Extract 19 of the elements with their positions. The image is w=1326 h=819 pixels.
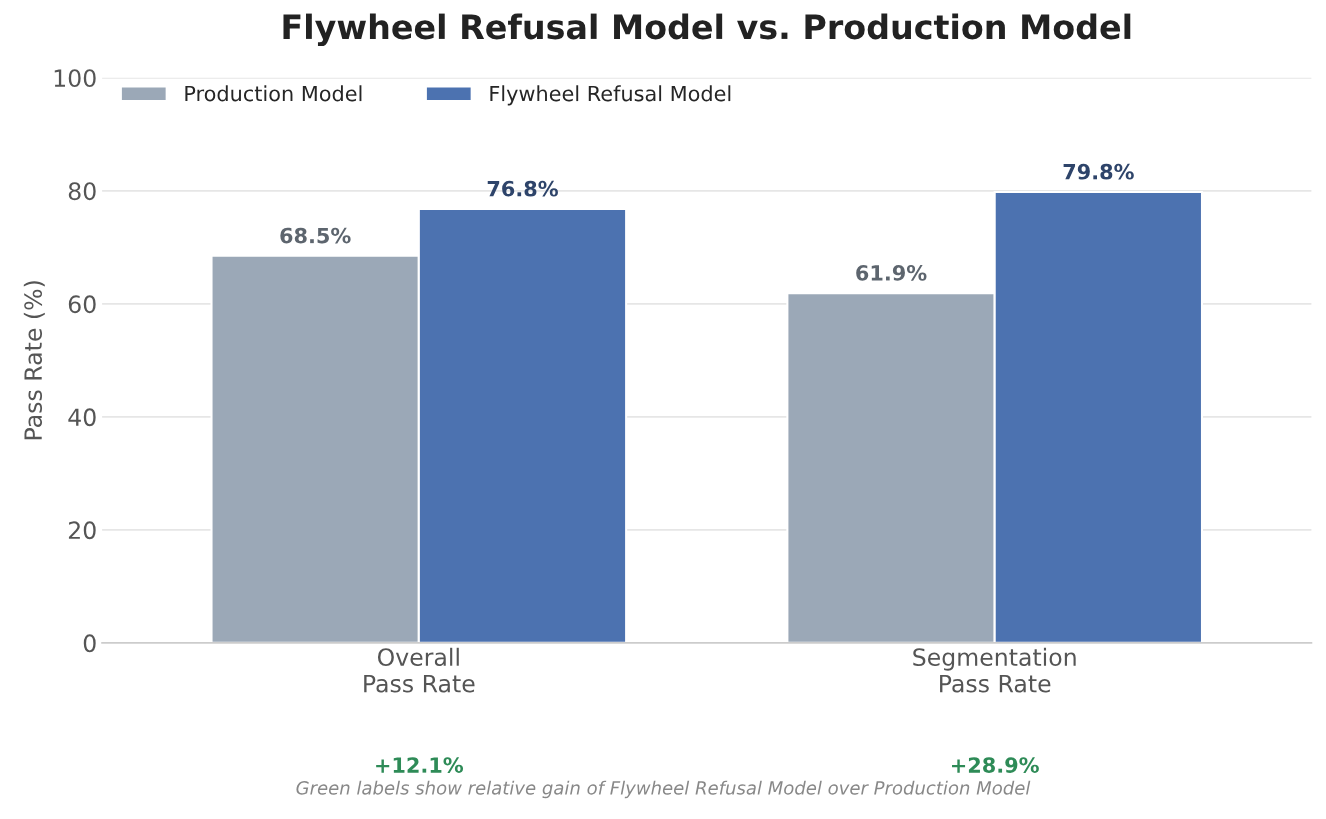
y-tick-label: 60 (68, 295, 96, 314)
text: +28.9% (952, 757, 1039, 773)
x-tick-label: Overall Pass Rate (364, 647, 475, 693)
y-tick-label: 20 (68, 521, 96, 540)
data-label: 68.5% (280, 227, 351, 244)
text: +12.1% (376, 757, 464, 773)
x-tick-label: Segmentation Pass Rate (913, 647, 1076, 693)
y-tick-label: 40 (68, 408, 96, 427)
y-axis-title: Pass Rate (%) (23, 281, 45, 440)
data-label: 61.9% (856, 264, 927, 281)
chart-title: Flywheel Refusal Model vs. Production Model (283, 13, 1131, 47)
text: Green labels show relative gain of Flywheel Refusal Model over Production Model (296, 780, 1031, 799)
legend-label: Flywheel Refusal Model (490, 85, 731, 106)
y-tick-label: 100 (54, 69, 96, 88)
data-label: 79.8% (1063, 163, 1134, 180)
legend-label: Production Model (185, 85, 362, 102)
data-label: 76.8% (487, 180, 558, 197)
y-tick-label: 80 (68, 182, 96, 201)
y-tick-label: 0 (83, 634, 96, 653)
